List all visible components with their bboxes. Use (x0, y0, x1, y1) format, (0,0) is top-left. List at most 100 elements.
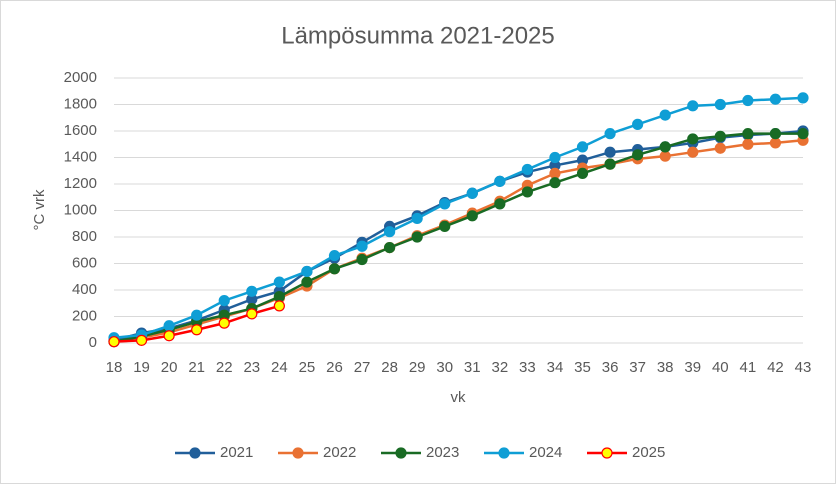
legend-label: 2023 (426, 444, 459, 461)
data-point (549, 167, 561, 179)
data-point (439, 220, 451, 232)
legend-label: 2021 (220, 444, 253, 461)
data-point (328, 249, 341, 262)
data-point (163, 320, 175, 332)
data-point (301, 265, 313, 278)
data-point (687, 146, 699, 158)
legend-marker (601, 447, 613, 459)
x-tick-label: 29 (409, 359, 426, 376)
x-tick-label: 26 (326, 359, 343, 376)
data-point (769, 93, 782, 105)
x-tick-label: 39 (684, 359, 701, 376)
data-point (797, 128, 809, 140)
x-tick-label: 42 (767, 359, 784, 376)
x-tick-label: 19 (133, 359, 150, 376)
legend-label: 2025 (632, 444, 665, 461)
y-tick-label: 400 (72, 281, 97, 298)
data-point (659, 109, 671, 121)
data-point (384, 242, 396, 254)
x-tick-label: 22 (216, 359, 233, 376)
data-point (108, 336, 120, 348)
x-tick-label: 41 (740, 359, 757, 376)
y-tick-label: 1800 (64, 95, 97, 112)
x-tick-label: 40 (712, 359, 729, 376)
data-point (549, 177, 561, 189)
legend-marker (498, 447, 510, 459)
data-point (328, 263, 341, 275)
x-tick-label: 31 (464, 359, 481, 376)
data-point (191, 309, 203, 321)
data-point (163, 330, 175, 342)
data-point (714, 142, 726, 154)
data-point (273, 291, 285, 303)
x-tick-label: 35 (574, 359, 591, 376)
x-tick-label: 43 (795, 359, 812, 376)
data-point (135, 334, 148, 346)
x-tick-label: 27 (354, 359, 371, 376)
data-point (521, 163, 534, 176)
data-point (576, 167, 589, 179)
data-point (356, 253, 368, 266)
data-point (604, 158, 616, 170)
data-point (246, 285, 258, 297)
data-point (659, 141, 671, 153)
x-tick-label: 32 (491, 359, 508, 376)
x-tick-label: 25 (299, 359, 316, 376)
legend-marker (189, 447, 201, 459)
y-tick-label: 1400 (64, 148, 97, 165)
x-tick-label: 24 (271, 359, 288, 376)
data-point (632, 118, 644, 130)
data-point (301, 276, 313, 288)
y-tick-label: 600 (72, 254, 97, 271)
x-tick-label: 37 (629, 359, 646, 376)
legend-label: 2024 (529, 444, 562, 461)
data-point (384, 226, 396, 238)
data-point (191, 324, 203, 336)
data-point (632, 149, 644, 161)
legend-marker (292, 447, 304, 459)
data-point (604, 146, 616, 158)
data-point (246, 308, 258, 320)
data-point (687, 100, 699, 112)
data-point (466, 187, 478, 199)
y-tick-label: 800 (72, 228, 97, 245)
data-point (466, 210, 478, 222)
y-tick-label: 1000 (64, 201, 97, 218)
data-point (742, 94, 754, 107)
x-tick-label: 30 (436, 359, 453, 376)
x-tick-label: 36 (602, 359, 619, 376)
data-point (659, 150, 671, 162)
data-point (714, 130, 726, 142)
data-point (411, 212, 423, 225)
y-tick-label: 0 (89, 334, 97, 351)
data-point (769, 137, 782, 149)
x-tick-label: 28 (381, 359, 398, 376)
chart-title: Lämpösumma 2021-2025 (281, 22, 555, 49)
x-tick-label: 23 (243, 359, 260, 376)
data-point (218, 317, 230, 329)
x-axis-label: vk (451, 389, 467, 406)
data-point (521, 186, 534, 198)
data-point (687, 133, 699, 145)
x-tick-label: 38 (657, 359, 674, 376)
data-point (494, 175, 506, 187)
data-point (273, 276, 285, 288)
x-tick-label: 18 (106, 359, 123, 376)
x-tick-label: 34 (547, 359, 564, 376)
data-point (742, 138, 754, 150)
data-point (411, 231, 423, 243)
data-point (439, 198, 451, 210)
data-point (356, 240, 368, 252)
x-tick-label: 33 (519, 359, 536, 376)
legend-label: 2022 (323, 444, 356, 461)
data-point (273, 300, 285, 312)
y-tick-label: 1200 (64, 175, 97, 192)
y-tick-label: 2000 (64, 69, 97, 86)
y-axis-label: °C vrk (31, 189, 48, 230)
legend-marker (395, 447, 407, 459)
data-point (797, 92, 809, 104)
data-point (742, 128, 754, 140)
data-point (714, 98, 726, 111)
x-tick-label: 20 (161, 359, 178, 376)
data-point (549, 151, 561, 164)
